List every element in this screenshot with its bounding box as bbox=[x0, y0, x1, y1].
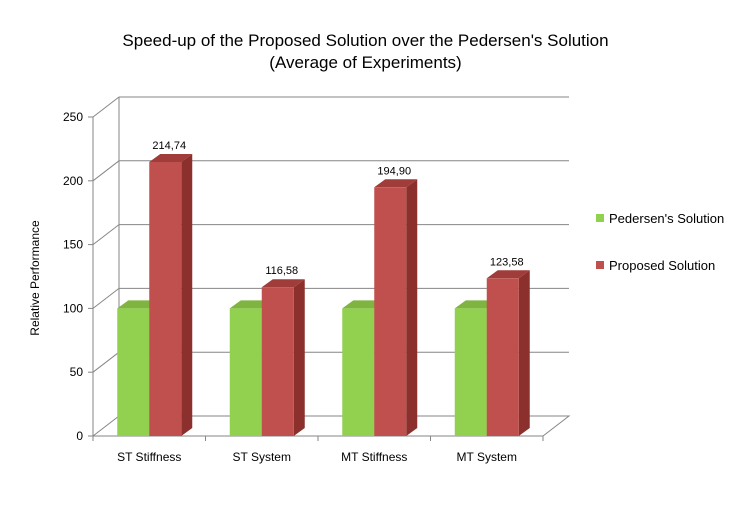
bar-top bbox=[149, 153, 193, 162]
bar-side bbox=[406, 179, 418, 436]
bar bbox=[374, 187, 407, 436]
legend-swatch-pedersen bbox=[596, 214, 604, 222]
x-tick-label: ST Stiffness bbox=[117, 450, 181, 464]
y-tick-label: 150 bbox=[63, 238, 83, 252]
gridline-diagonal bbox=[92, 160, 120, 182]
legend: Pedersen's Solution Proposed Solution bbox=[596, 210, 724, 304]
bar-top bbox=[261, 279, 305, 288]
x-tick-label: ST System bbox=[233, 450, 291, 464]
bar bbox=[261, 287, 294, 436]
x-tick-label: MT System bbox=[457, 450, 517, 464]
gridline-diagonal bbox=[92, 351, 120, 373]
bar-side bbox=[293, 279, 305, 436]
y-tick-label: 50 bbox=[70, 365, 84, 379]
bar bbox=[229, 308, 262, 436]
data-label: 116,58 bbox=[265, 265, 298, 277]
x-tick-label: MT Stiffness bbox=[341, 450, 407, 464]
y-tick-label: 100 bbox=[63, 301, 83, 315]
data-label: 214,74 bbox=[152, 140, 186, 152]
bar-top bbox=[486, 270, 530, 279]
y-tick-label: 250 bbox=[63, 110, 83, 124]
gridline-diagonal bbox=[92, 96, 120, 118]
y-tick-label: 0 bbox=[76, 429, 83, 443]
bar bbox=[454, 308, 487, 436]
data-label: 194,90 bbox=[377, 165, 411, 177]
legend-swatch-proposed bbox=[596, 261, 604, 269]
bar-top bbox=[374, 179, 418, 188]
y-axis-label: Relative Performance bbox=[28, 220, 42, 336]
bar-side bbox=[518, 270, 530, 436]
bar bbox=[342, 308, 375, 436]
data-label: 123,58 bbox=[490, 256, 524, 268]
bar bbox=[149, 161, 182, 436]
chart-title-line2: (Average of Experiments) bbox=[269, 53, 462, 72]
bar bbox=[117, 308, 150, 436]
legend-label-pedersen: Pedersen's Solution bbox=[609, 210, 725, 226]
bar-side bbox=[181, 153, 193, 436]
chart-title-line1: Speed-up of the Proposed Solution over t… bbox=[122, 31, 609, 50]
gridline-diagonal bbox=[92, 288, 120, 309]
legend-item-proposed: Proposed Solution bbox=[596, 257, 724, 273]
legend-item-pedersen: Pedersen's Solution bbox=[596, 210, 724, 226]
legend-label-proposed: Proposed Solution bbox=[609, 257, 716, 273]
bar bbox=[486, 278, 519, 436]
y-tick-label: 200 bbox=[63, 174, 83, 188]
gridline-diagonal bbox=[92, 224, 120, 245]
